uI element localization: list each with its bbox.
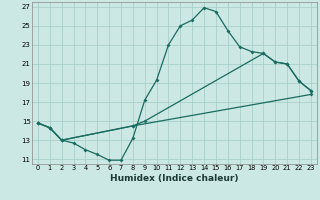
X-axis label: Humidex (Indice chaleur): Humidex (Indice chaleur): [110, 174, 239, 183]
